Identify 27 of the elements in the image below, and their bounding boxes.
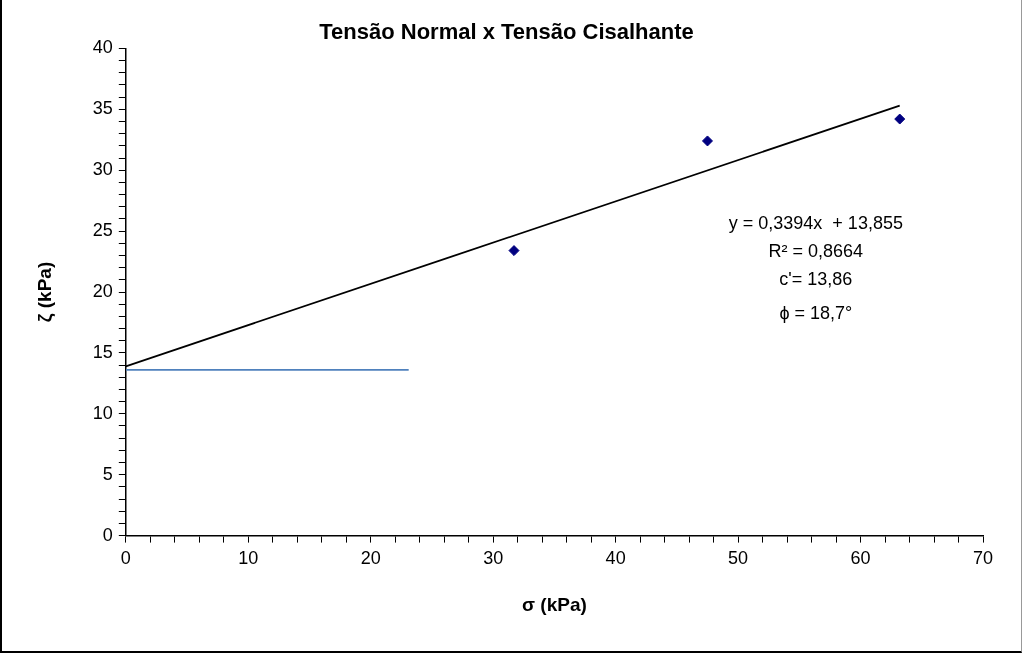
point	[701, 135, 713, 147]
y-tick-label: 15	[92, 341, 113, 362]
x-tick-label: 60	[850, 548, 871, 569]
x-tick-label: 40	[605, 548, 626, 569]
y-tick-label: 40	[92, 37, 113, 58]
y-tick-label: 25	[92, 220, 113, 241]
x-tick-label: 10	[238, 548, 259, 569]
x-tick-label: 50	[728, 548, 749, 569]
annotation: R² = 0,8664	[768, 240, 864, 261]
point	[894, 113, 906, 125]
annotation: y = 0,3394x + 13,855	[728, 212, 903, 233]
y-tick-label: 0	[102, 524, 113, 545]
y-axis-title: ζ (kPa)	[33, 261, 56, 323]
chart-title: Tensão Normal x Tensão Cisalhante	[319, 19, 694, 45]
point	[508, 245, 520, 257]
x-tick-label: 0	[120, 548, 131, 569]
y-tick-label: 5	[102, 463, 113, 484]
y-tick-label: 30	[92, 159, 113, 180]
x-tick-label: 20	[360, 548, 381, 569]
annotation: c'= 13,86	[779, 268, 853, 289]
x-axis-title: σ (kPa)	[522, 593, 587, 615]
y-tick-label: 20	[92, 280, 113, 301]
y-tick-label: 10	[92, 402, 113, 423]
annotation: ϕ = 18,7°	[779, 302, 853, 323]
y-tick-label: 35	[92, 98, 113, 119]
x-tick-label: 30	[483, 548, 504, 569]
x-tick-label: 70	[972, 548, 994, 569]
